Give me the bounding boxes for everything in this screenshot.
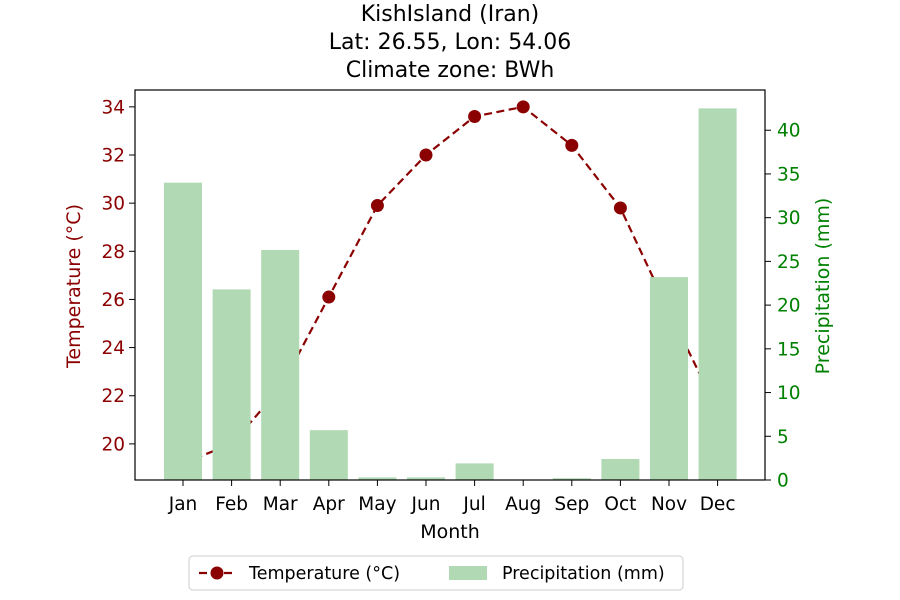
x-tick-label: Nov: [651, 494, 687, 515]
precipitation-bar: [698, 108, 737, 481]
x-tick-label: Feb: [215, 494, 248, 515]
left-tick-label: 20: [101, 434, 125, 455]
left-tick-label: 22: [101, 386, 125, 407]
right-tick-label: 5: [777, 427, 789, 448]
precipitation-bar: [164, 182, 202, 480]
x-axis-label: Month: [420, 521, 480, 543]
legend-temperature-label: Temperature (°C): [248, 564, 400, 584]
temperature-point: [370, 199, 384, 213]
x-tick-label: Jul: [462, 494, 485, 515]
precipitation-bar: [601, 459, 640, 480]
title-line: Lat: 26.55, Lon: 54.06: [329, 30, 571, 55]
x-tick-label: Jun: [411, 494, 441, 515]
y-axis-label-left: Temperature (°C): [63, 204, 85, 369]
x-tick-label: May: [358, 494, 396, 515]
y-axis-label-right: Precipitation (mm): [812, 198, 834, 375]
x-tick-label: Apr: [313, 494, 345, 515]
precipitation-bar: [407, 477, 445, 480]
x-axis: Jan Feb Mar Apr May Jun Jul Aug Sep Oct Nov Dec: [168, 480, 736, 515]
left-tick-label: 24: [101, 338, 125, 359]
temperature-line: [176, 100, 725, 470]
right-tick-label: 0: [777, 471, 789, 492]
temperature-point: [322, 290, 336, 304]
temperature-point: [419, 148, 433, 162]
right-tick-label: 30: [777, 208, 801, 229]
plot-frame: [134, 89, 766, 481]
title-line: KishIsland (Iran): [361, 2, 540, 27]
right-tick-label: 20: [777, 296, 801, 317]
right-tick-label: 40: [777, 121, 801, 142]
title-line: Climate zone: BWh: [346, 58, 555, 83]
temperature-point: [565, 138, 579, 152]
left-tick-label: 32: [101, 146, 125, 167]
precipitation-bar: [552, 478, 591, 480]
precipitation-bar: [309, 430, 348, 480]
chart-title: KishIsland (Iran) Lat: 26.55, Lon: 54.06 C…: [329, 2, 571, 83]
temperature-point: [468, 109, 482, 123]
precipitation-bar: [212, 289, 251, 480]
precipitation-bar: [261, 250, 300, 480]
legend-precipitation-swatch: [449, 566, 487, 580]
precipitation-bar: [358, 477, 397, 480]
right-tick-label: 25: [777, 252, 801, 273]
x-tick-label: Dec: [700, 494, 736, 515]
right-tick-label: 10: [777, 383, 801, 404]
left-tick-label: 30: [101, 194, 125, 215]
left-tick-label: 26: [101, 290, 125, 311]
precipitation-bars: [164, 108, 737, 481]
right-tick-label: 15: [777, 339, 801, 360]
legend-precipitation-label: Precipitation (mm): [502, 564, 665, 584]
left-tick-label: 28: [101, 242, 125, 263]
x-tick-label: Sep: [554, 494, 589, 515]
x-tick-label: Mar: [263, 494, 298, 515]
precipitation-bar: [455, 463, 494, 480]
x-tick-label: Jan: [168, 494, 198, 515]
temperature-point: [516, 100, 530, 114]
x-tick-label: Aug: [505, 494, 541, 515]
right-tick-label: 35: [777, 164, 801, 185]
legend: Temperature (°C) Precipitation (mm): [188, 555, 684, 591]
precipitation-bar: [650, 277, 688, 480]
legend-box: [188, 555, 684, 591]
left-tick-label: 34: [101, 97, 125, 118]
legend-temperature-marker: [210, 566, 224, 580]
temperature-point: [613, 201, 627, 215]
x-tick-label: Oct: [604, 494, 636, 515]
left-axis: 20 22 24 26 28 30 32 34: [101, 97, 135, 455]
right-axis: 0 5 10 15 20 25 30 35 40: [765, 121, 801, 492]
